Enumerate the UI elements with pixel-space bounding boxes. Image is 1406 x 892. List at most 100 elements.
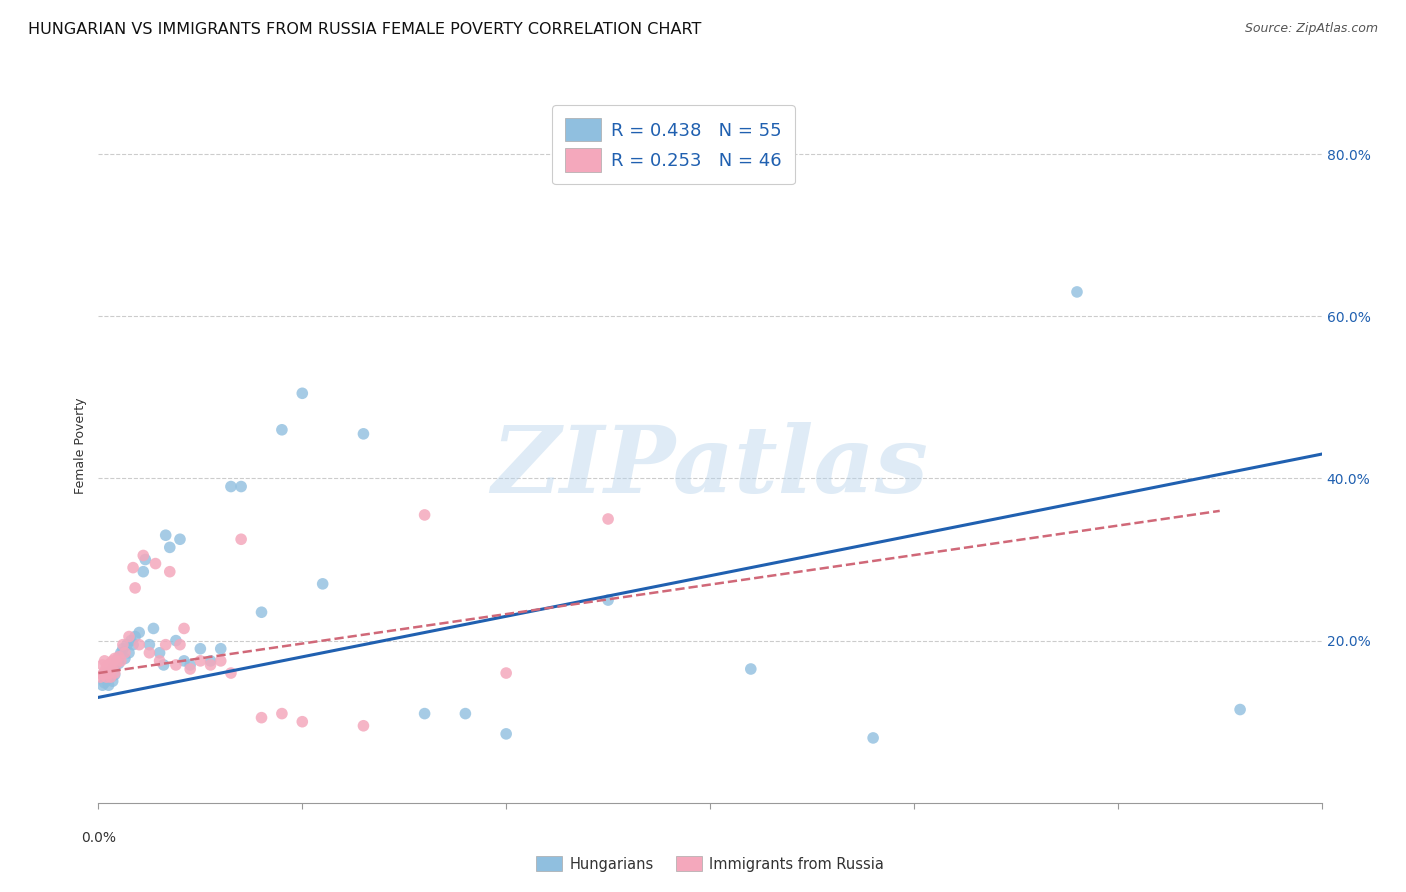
Point [105,654,128,668]
Point [138,638,160,652]
Text: HUNGARIAN VS IMMIGRANTS FROM RUSSIA FEMALE POVERTY CORRELATION CHART: HUNGARIAN VS IMMIGRANTS FROM RUSSIA FEMA… [28,22,702,37]
Point [118,646,141,660]
Point [97,678,120,692]
Point [104,666,127,681]
Point [110,654,132,668]
Point [100,670,122,684]
Point [91,657,114,672]
Point [93,670,115,684]
Point [115,638,138,652]
Point [173,654,195,668]
Point [155,528,177,542]
Point [200,654,222,668]
Point [101,662,124,676]
Point [142,622,165,636]
Legend: Hungarians, Immigrants from Russia: Hungarians, Immigrants from Russia [530,850,890,878]
Point [108,657,131,671]
Point [114,651,136,665]
Point [231,533,253,547]
Y-axis label: Female Poverty: Female Poverty [75,398,87,494]
Point [120,633,142,648]
Point [114,646,136,660]
Point [145,557,167,571]
Point [91,678,114,692]
Point [93,675,115,690]
Point [352,719,374,733]
Point [155,638,177,652]
Point [104,651,127,665]
Point [495,666,517,681]
Point [1229,702,1251,716]
Point [250,711,273,725]
Point [291,386,314,401]
Point [122,560,145,574]
Point [96,673,118,687]
Point [97,666,120,681]
Text: 0.0%: 0.0% [82,831,115,846]
Point [413,508,436,522]
Point [165,633,187,648]
Point [101,662,124,676]
Point [598,512,620,526]
Point [134,552,156,566]
Point [124,630,146,644]
Point [111,638,134,652]
Point [89,670,111,684]
Point [93,665,115,679]
Point [105,657,128,671]
Point [219,666,242,681]
Point [108,649,131,664]
Point [149,646,172,660]
Point [169,533,191,547]
Point [413,706,436,721]
Point [291,714,314,729]
Point [96,659,118,673]
Point [862,731,884,745]
Point [173,622,195,636]
Point [179,657,201,672]
Point [165,657,187,672]
Text: Source: ZipAtlas.com: Source: ZipAtlas.com [1244,22,1378,36]
Point [209,654,232,668]
Point [152,657,174,672]
Point [169,638,191,652]
Point [454,706,477,721]
Point [91,667,114,681]
Point [132,549,155,563]
Point [110,646,132,660]
Point [270,706,294,721]
Point [100,657,122,671]
Point [122,638,145,652]
Point [128,625,150,640]
Point [159,541,181,555]
Point [104,659,127,673]
Point [179,662,201,676]
Point [97,667,120,681]
Point [209,641,232,656]
Point [100,670,122,684]
Point [352,426,374,441]
Point [96,670,118,684]
Point [101,654,124,668]
Point [111,641,134,656]
Point [149,654,172,668]
Point [1066,285,1088,299]
Point [270,423,294,437]
Point [97,657,120,672]
Point [159,565,181,579]
Point [96,666,118,681]
Point [231,479,253,493]
Point [128,638,150,652]
Point [250,605,273,619]
Point [104,667,127,681]
Point [740,662,762,676]
Point [219,479,242,493]
Point [132,565,155,579]
Point [312,577,335,591]
Point [188,641,212,656]
Point [101,674,124,689]
Point [100,665,122,679]
Point [598,593,620,607]
Point [188,654,212,668]
Point [495,727,517,741]
